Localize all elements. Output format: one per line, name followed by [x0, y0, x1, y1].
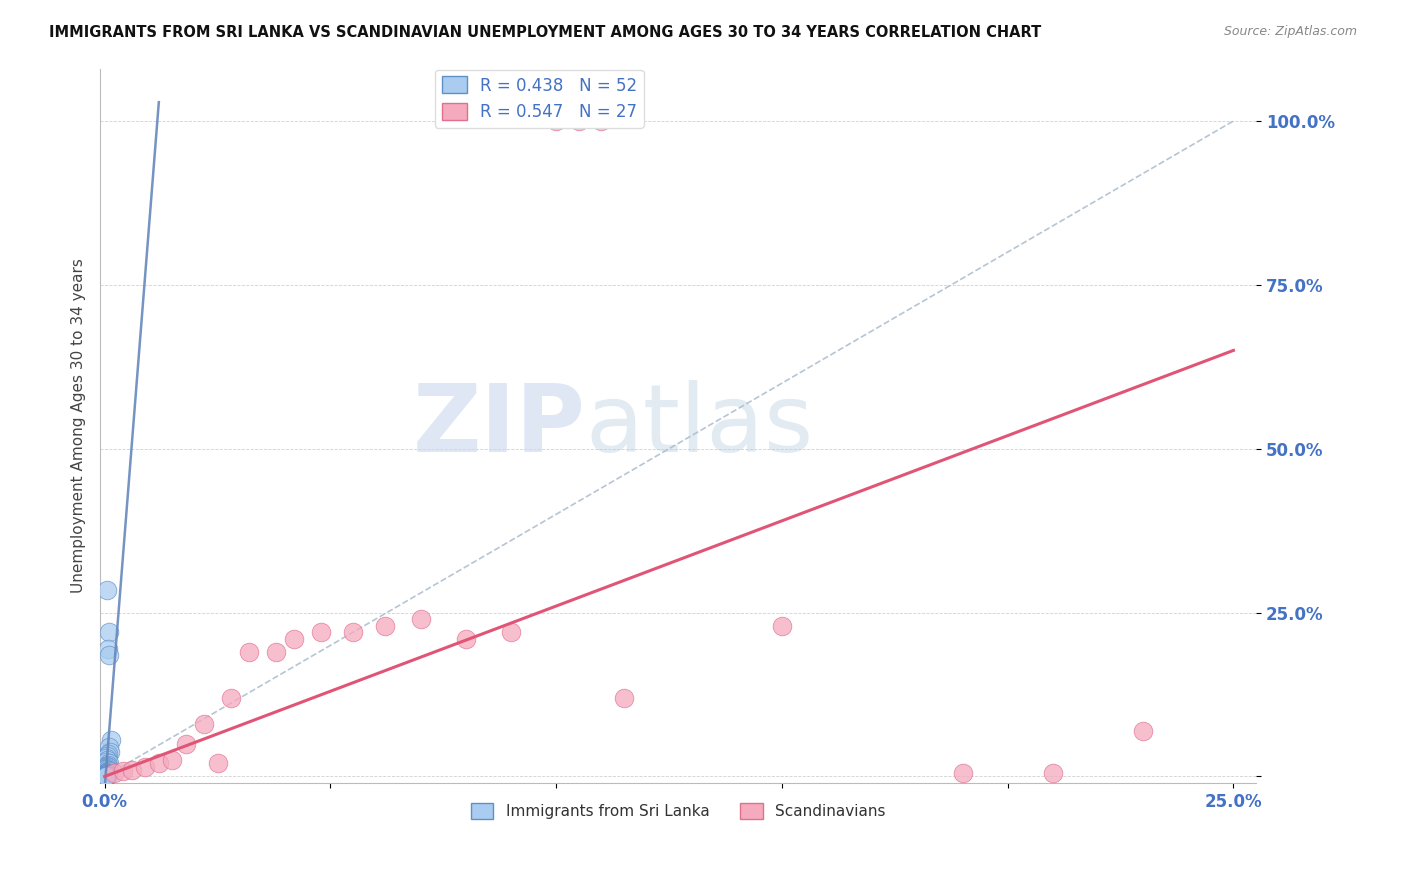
Point [96, 766, 118, 780]
Point [96, 768, 118, 782]
Text: IMMIGRANTS FROM SRI LANKA VS SCANDINAVIAN UNEMPLOYMENT AMONG AGES 30 TO 34 YEARS: IMMIGRANTS FROM SRI LANKA VS SCANDINAVIA… [49, 25, 1042, 40]
Point [96, 761, 118, 775]
Point [96, 763, 118, 777]
Point [770, 618, 793, 632]
Point [94, 768, 117, 782]
Point [591, 114, 613, 128]
Point [546, 114, 568, 128]
Point [1042, 766, 1064, 780]
Point [98, 745, 121, 759]
Point [94, 769, 117, 783]
Point [98, 625, 121, 640]
Point [96, 764, 118, 779]
Point [94, 767, 117, 781]
Point [97, 641, 120, 656]
Point [96, 582, 118, 597]
Point [94, 762, 117, 776]
Point [97, 756, 120, 771]
Point [94, 765, 117, 780]
Point [98, 739, 121, 754]
Point [96, 755, 118, 769]
Legend: Immigrants from Sri Lanka, Scandinavians: Immigrants from Sri Lanka, Scandinavians [464, 797, 891, 825]
Point [103, 766, 125, 780]
Point [409, 612, 432, 626]
Point [264, 645, 287, 659]
Text: atlas: atlas [586, 380, 814, 472]
Point [283, 632, 305, 646]
Point [134, 759, 156, 773]
Point [96, 767, 118, 781]
Point [94, 767, 117, 781]
Point [454, 632, 477, 646]
Point [96, 753, 118, 767]
Point [97, 760, 120, 774]
Point [374, 618, 396, 632]
Point [96, 768, 118, 782]
Point [121, 763, 143, 777]
Point [97, 768, 120, 782]
Point [94, 751, 117, 765]
Point [162, 753, 184, 767]
Point [94, 767, 117, 781]
Point [94, 767, 117, 781]
Point [96, 768, 118, 782]
Point [97, 757, 120, 772]
Point [342, 625, 364, 640]
Point [111, 764, 134, 779]
Point [96, 769, 118, 783]
Point [499, 625, 522, 640]
Point [148, 756, 170, 771]
Point [97, 747, 120, 761]
Text: Source: ZipAtlas.com: Source: ZipAtlas.com [1223, 25, 1357, 38]
Point [94, 769, 117, 783]
Point [96, 766, 118, 780]
Point [97, 764, 120, 779]
Point [568, 114, 591, 128]
Point [96, 765, 118, 780]
Point [94, 769, 117, 783]
Point [952, 766, 974, 780]
Point [94, 769, 117, 783]
Y-axis label: Unemployment Among Ages 30 to 34 years: Unemployment Among Ages 30 to 34 years [72, 259, 86, 593]
Point [96, 769, 118, 783]
Text: ZIP: ZIP [413, 380, 586, 472]
Point [96, 748, 118, 763]
Point [94, 766, 117, 780]
Point [96, 767, 118, 781]
Point [94, 759, 117, 773]
Point [94, 769, 117, 783]
Point [613, 690, 636, 705]
Point [219, 690, 242, 705]
Point [94, 769, 117, 783]
Point [94, 769, 117, 783]
Point [98, 648, 121, 663]
Point [174, 737, 197, 751]
Point [96, 762, 118, 776]
Point [97, 764, 120, 778]
Point [94, 769, 117, 783]
Point [100, 733, 122, 747]
Point [238, 645, 260, 659]
Point [193, 717, 215, 731]
Point [207, 756, 229, 771]
Point [1132, 723, 1154, 738]
Point [96, 759, 118, 773]
Point [311, 625, 333, 640]
Point [94, 768, 117, 782]
Point [96, 767, 118, 781]
